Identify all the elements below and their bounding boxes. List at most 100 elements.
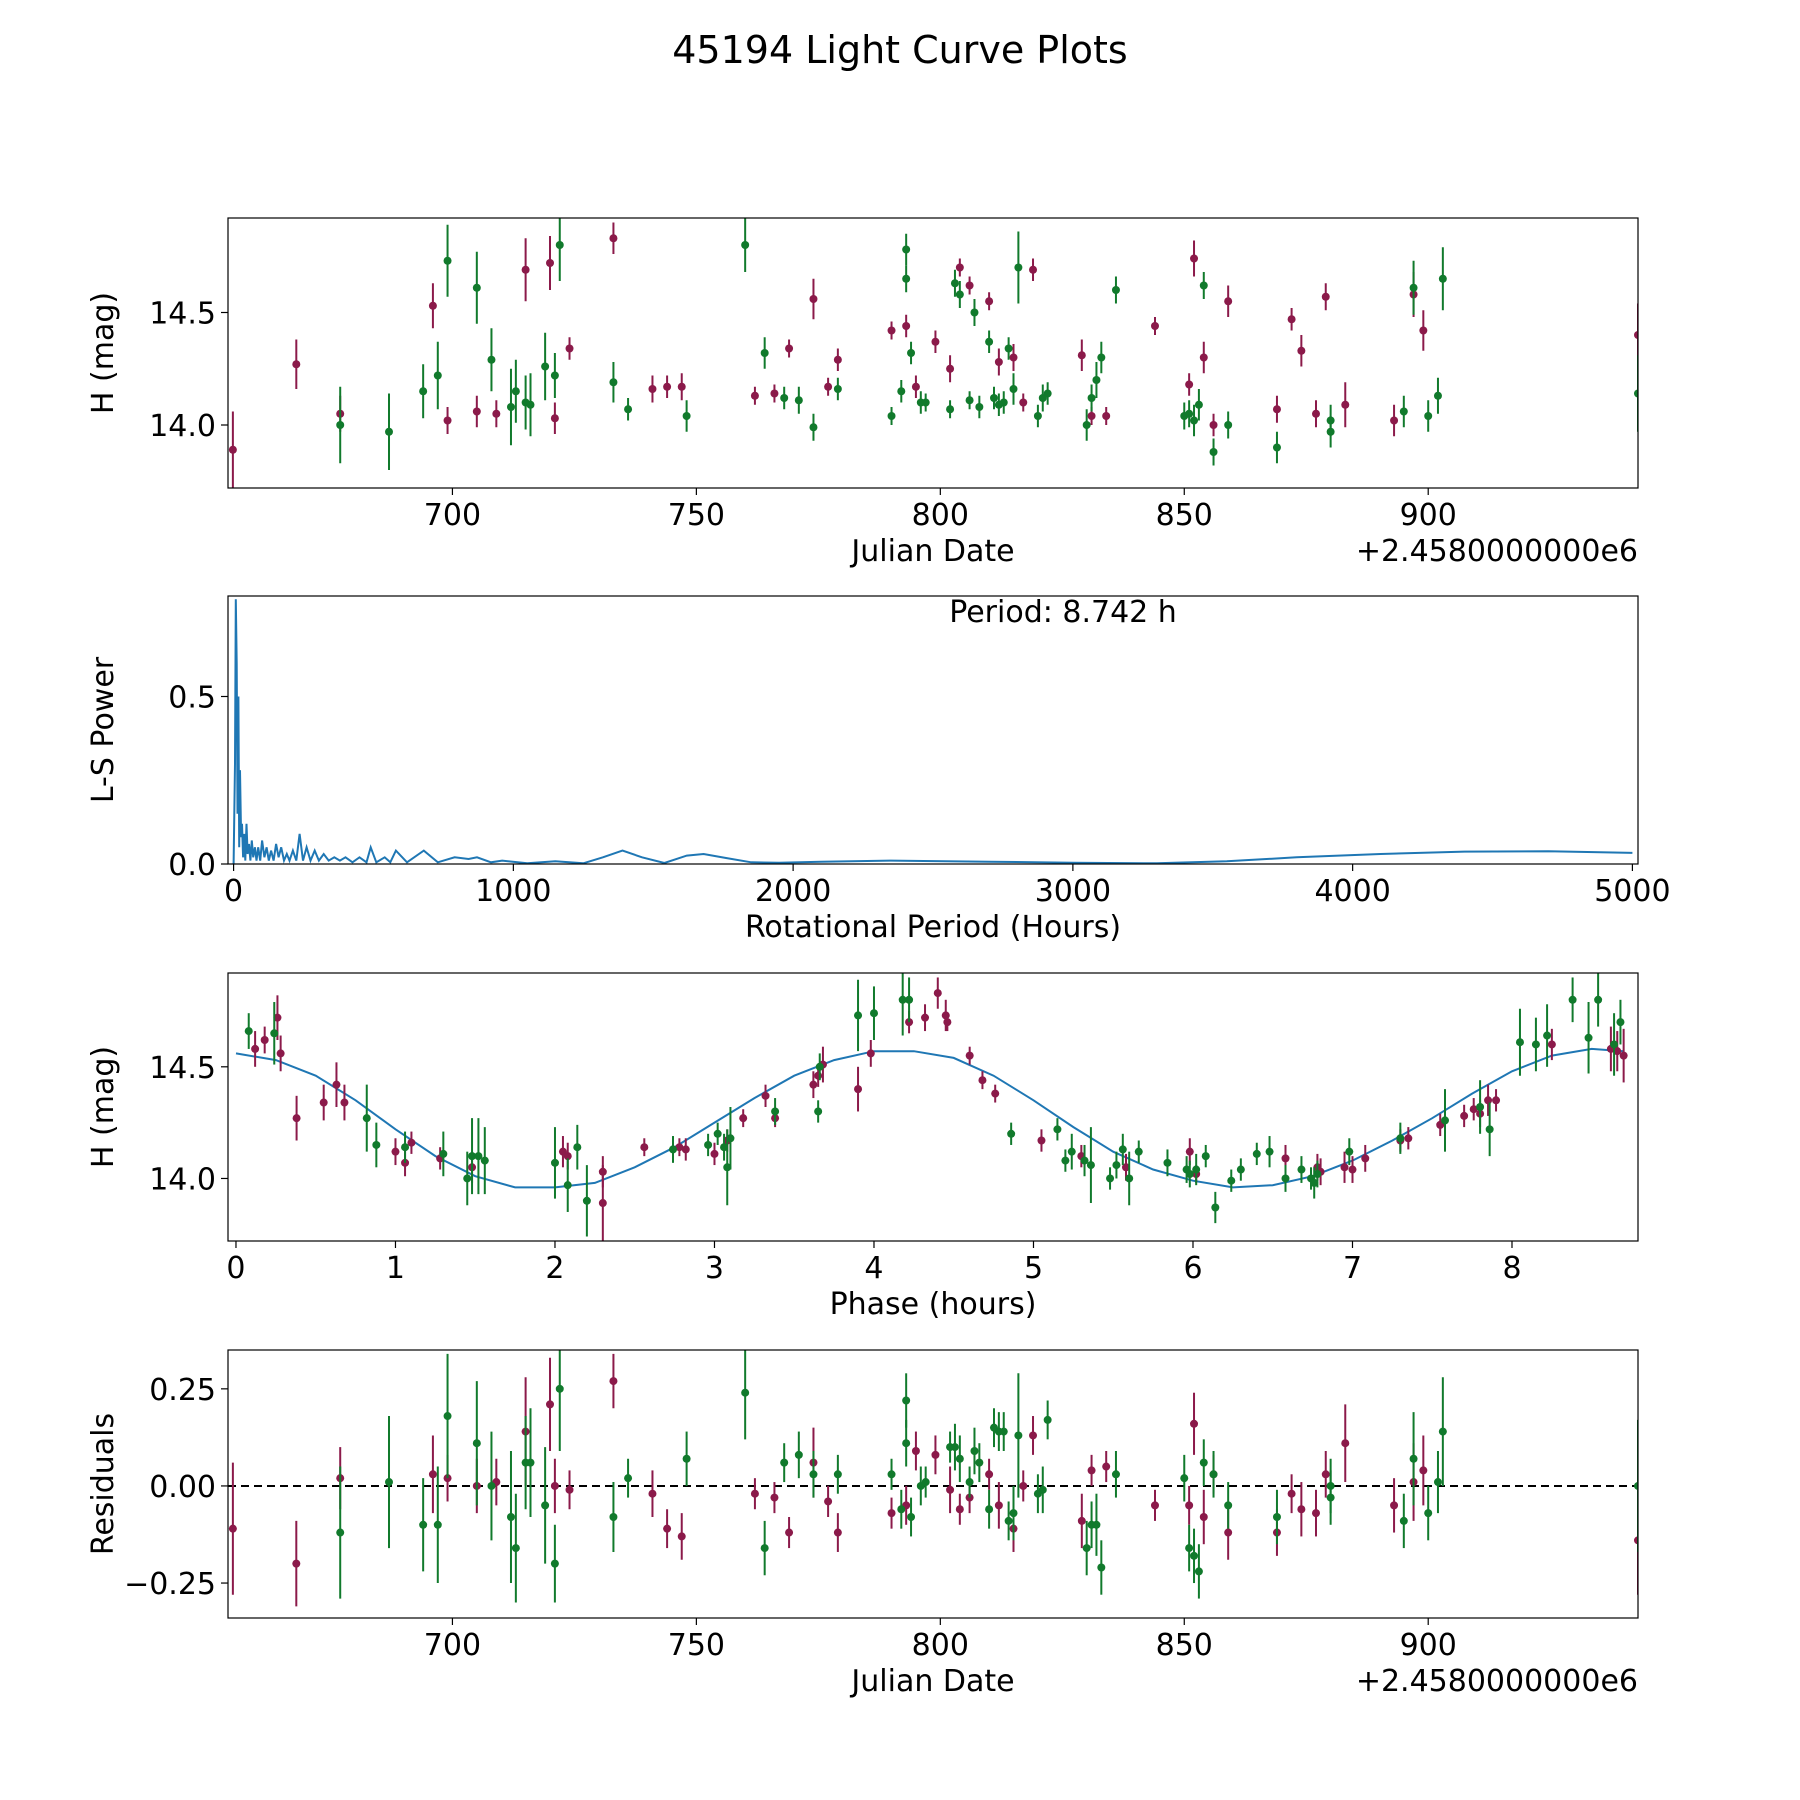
data-point-green	[970, 1446, 979, 1455]
data-point-green	[1616, 1018, 1625, 1027]
data-point-green	[385, 1478, 394, 1487]
x-axis-label: Julian Date	[849, 534, 1014, 569]
data-point-red	[292, 1559, 301, 1568]
data-point-green	[487, 355, 496, 364]
y-tick-label: 0.00	[149, 1470, 216, 1505]
x-axis-label: Rotational Period (Hours)	[745, 910, 1121, 945]
data-point-green	[1424, 1509, 1433, 1518]
data-point-red	[563, 1152, 572, 1161]
data-point-green	[999, 1427, 1008, 1436]
data-point-green	[950, 279, 959, 288]
data-point-red	[1287, 315, 1296, 324]
data-point-green	[555, 1384, 564, 1393]
data-point-green	[463, 1174, 472, 1183]
data-point-green	[833, 1470, 842, 1479]
data-point-red	[1419, 326, 1428, 335]
data-point-red	[292, 1114, 301, 1123]
y-axis-label: L-S Power	[86, 656, 121, 803]
data-point-red	[1281, 1154, 1290, 1163]
data-point-red	[1150, 1501, 1159, 1510]
data-point-green	[771, 1107, 780, 1116]
data-point-red	[921, 1013, 930, 1022]
data-point-green	[1476, 1103, 1485, 1111]
data-point-red	[546, 1400, 555, 1409]
data-point-red	[931, 1450, 940, 1459]
chart-panel-2: 0 1000 2000 3000 4000 5000 0.0 0.5 Rotational Pe…	[86, 595, 1671, 945]
data-point-red	[332, 1080, 341, 1089]
data-point-green	[1190, 1551, 1199, 1560]
data-point-green	[1634, 1481, 1638, 1490]
x-offset-label: +2.4580000000e6	[1356, 1664, 1638, 1699]
data-point-green	[419, 1520, 428, 1529]
data-point-red	[1087, 1466, 1096, 1475]
x-tick-label: 2	[545, 1251, 564, 1286]
data-point-green	[907, 349, 916, 357]
data-point-green	[573, 1143, 582, 1152]
data-point-green	[1033, 412, 1042, 420]
data-point-green	[902, 1439, 911, 1448]
data-point-green	[950, 1443, 959, 1452]
data-point-red	[911, 1446, 920, 1455]
data-point-red	[1619, 1051, 1628, 1060]
data-point-green	[1004, 1516, 1013, 1525]
data-point-red	[1199, 1513, 1208, 1522]
data-point-green	[439, 1149, 448, 1158]
data-point-green	[1345, 1147, 1354, 1156]
data-point-red	[770, 1493, 779, 1502]
data-point-green	[1634, 389, 1638, 398]
data-point-green	[780, 394, 789, 402]
x-tick-label: 800	[912, 498, 969, 533]
data-point-green	[869, 1009, 878, 1018]
data-point-green	[526, 400, 535, 409]
data-point-green	[723, 1163, 732, 1172]
data-point-red	[1209, 421, 1218, 429]
data-point-green	[1111, 1470, 1120, 1479]
data-point-red	[681, 1145, 690, 1154]
data-point-red	[1419, 1466, 1428, 1475]
data-point-green	[1441, 1116, 1450, 1125]
data-point-green	[1043, 1415, 1052, 1424]
data-point-green	[1438, 274, 1447, 283]
data-point-green	[433, 371, 442, 380]
data-point-red	[1185, 380, 1194, 389]
data-point-green	[555, 241, 564, 249]
data-point-green	[955, 1454, 964, 1463]
data-point-green	[1082, 421, 1091, 429]
data-point-red	[1019, 1481, 1028, 1490]
data-point-red	[1613, 1047, 1622, 1056]
data-point-red	[1199, 353, 1208, 362]
data-point-green	[1009, 1509, 1018, 1518]
data-point-green	[1227, 1176, 1236, 1185]
data-point-green	[506, 403, 515, 411]
data-point-green	[336, 1528, 345, 1537]
data-point-green	[511, 387, 520, 396]
data-point-green	[1082, 1544, 1091, 1553]
data-point-red	[391, 1147, 400, 1156]
data-point-red	[1340, 1163, 1349, 1172]
data-point-green	[1097, 1563, 1106, 1572]
data-point-green	[1180, 1474, 1189, 1483]
data-point-green	[809, 1470, 818, 1479]
data-point-green	[1038, 1485, 1047, 1494]
data-point-green	[887, 412, 896, 420]
data-point-green	[897, 1505, 906, 1514]
data-point-red	[276, 1049, 285, 1058]
data-point-green	[1610, 1040, 1619, 1049]
data-point-red	[640, 1143, 649, 1152]
data-point-red	[663, 382, 672, 391]
data-point-red	[824, 382, 833, 391]
data-point-red	[677, 1532, 686, 1541]
plot-area	[228, 1350, 1638, 1607]
data-point-red	[1102, 1462, 1111, 1471]
y-tick-label: 0.0	[168, 848, 216, 883]
x-tick-label: 7	[1343, 1251, 1362, 1286]
data-point-red	[785, 1528, 794, 1537]
data-point-green	[1543, 1031, 1552, 1040]
data-point-green	[975, 1458, 984, 1467]
y-tick-label: 0.25	[149, 1373, 216, 1408]
data-point-red	[1390, 416, 1399, 425]
data-point-red	[340, 1098, 349, 1107]
data-point-red	[761, 1091, 770, 1100]
data-point-red	[609, 234, 618, 243]
y-tick-label: 0.5	[168, 681, 216, 716]
